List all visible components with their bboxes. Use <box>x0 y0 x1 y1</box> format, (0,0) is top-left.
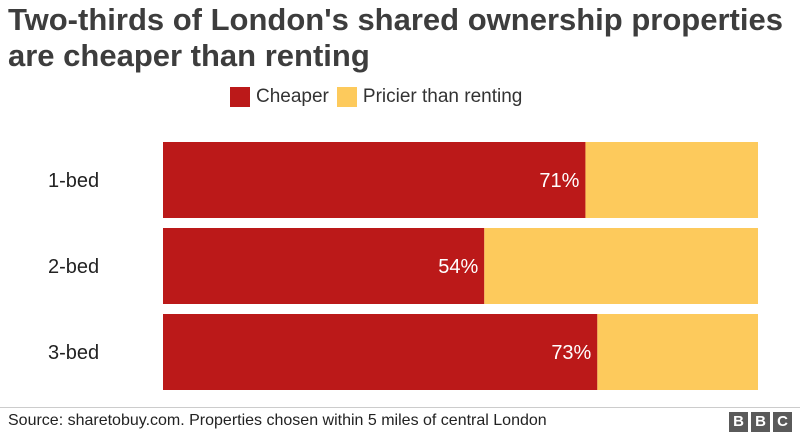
bar-1-bed-pricier <box>585 142 758 218</box>
legend-label-cheaper: Cheaper <box>256 86 329 107</box>
data-label-1-bed: 71% <box>539 170 579 192</box>
data-label-2-bed: 54% <box>438 256 478 278</box>
bar-2-bed-pricier <box>484 228 758 304</box>
bar-3-bed-cheaper <box>163 314 598 390</box>
legend: Cheaper Pricier than renting <box>230 86 530 108</box>
category-label-3-bed: 3-bed <box>48 342 99 364</box>
legend-label-pricier: Pricier than renting <box>362 86 523 107</box>
bbc-logo: B B C <box>726 412 792 432</box>
footer-divider <box>0 407 800 408</box>
bar-2-bed-cheaper <box>163 228 485 304</box>
data-label-3-bed: 73% <box>551 342 591 364</box>
bar-1-bed-cheaper <box>163 142 586 218</box>
bar-3-bed-pricier <box>597 314 758 390</box>
bar-chart: 1-bed 71% 2-bed 54% 3-bed 73% <box>48 142 758 390</box>
legend-swatch-cheaper <box>230 87 250 107</box>
bbc-logo-letter-c: C <box>773 412 792 432</box>
chart-title: Two-thirds of London's shared ownership … <box>8 2 783 73</box>
source-note: Source: sharetobuy.com. Properties chose… <box>8 412 547 429</box>
legend-swatch-pricier <box>336 87 357 107</box>
legend-item-cheaper: Cheaper <box>230 86 329 108</box>
legend-item-pricier: Pricier than renting <box>336 86 523 108</box>
category-label-1-bed: 1-bed <box>48 170 99 192</box>
category-label-2-bed: 2-bed <box>48 256 99 278</box>
bbc-logo-letter-b2: B <box>751 412 770 432</box>
bbc-logo-letter-b1: B <box>729 412 748 432</box>
